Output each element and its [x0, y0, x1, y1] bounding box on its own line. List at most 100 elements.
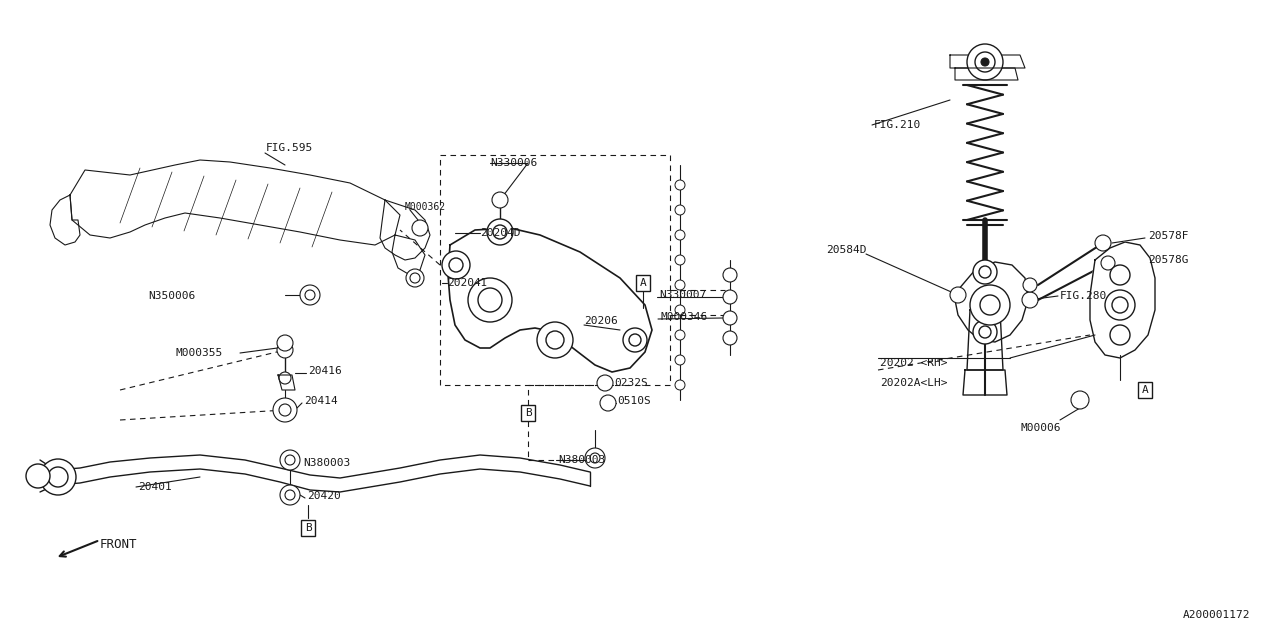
Polygon shape	[955, 262, 1028, 342]
Circle shape	[49, 467, 68, 487]
Text: 20204D: 20204D	[480, 228, 521, 238]
Circle shape	[975, 52, 995, 72]
Text: FRONT: FRONT	[100, 538, 137, 552]
Polygon shape	[963, 370, 1007, 395]
Circle shape	[547, 331, 564, 349]
Polygon shape	[955, 68, 1018, 80]
Polygon shape	[50, 195, 81, 245]
Circle shape	[675, 380, 685, 390]
Circle shape	[279, 404, 291, 416]
Text: FIG.595: FIG.595	[266, 143, 314, 153]
Circle shape	[1101, 256, 1115, 270]
Circle shape	[675, 330, 685, 340]
Text: 20206: 20206	[584, 316, 618, 326]
Text: N380003: N380003	[558, 455, 605, 465]
Circle shape	[675, 180, 685, 190]
Circle shape	[468, 278, 512, 322]
Circle shape	[723, 331, 737, 345]
Circle shape	[970, 285, 1010, 325]
Circle shape	[493, 225, 507, 239]
Circle shape	[1023, 278, 1037, 292]
Text: 20420: 20420	[307, 491, 340, 501]
Circle shape	[538, 322, 573, 358]
Circle shape	[1094, 235, 1111, 251]
Circle shape	[980, 295, 1000, 315]
Text: M000355: M000355	[175, 348, 223, 358]
Circle shape	[40, 459, 76, 495]
Polygon shape	[950, 55, 1025, 68]
Circle shape	[973, 320, 997, 344]
Circle shape	[675, 305, 685, 315]
Text: M000346: M000346	[660, 312, 708, 322]
Circle shape	[600, 395, 616, 411]
Polygon shape	[966, 310, 1004, 370]
Circle shape	[628, 334, 641, 346]
Text: FIG.280: FIG.280	[1060, 291, 1107, 301]
Text: 0232S: 0232S	[614, 378, 648, 388]
Polygon shape	[392, 235, 425, 275]
Circle shape	[276, 342, 293, 358]
Text: 20578G: 20578G	[1148, 255, 1189, 265]
Text: 20202 <RH>: 20202 <RH>	[881, 358, 947, 368]
Circle shape	[675, 355, 685, 365]
Circle shape	[442, 251, 470, 279]
Circle shape	[723, 311, 737, 325]
Circle shape	[723, 268, 737, 282]
Circle shape	[585, 448, 605, 468]
Circle shape	[280, 485, 300, 505]
Circle shape	[477, 288, 502, 312]
Circle shape	[449, 258, 463, 272]
Polygon shape	[70, 160, 401, 245]
Text: 0510S: 0510S	[617, 396, 650, 406]
Text: 20416: 20416	[308, 366, 342, 376]
Circle shape	[966, 44, 1004, 80]
Circle shape	[273, 398, 297, 422]
Circle shape	[1110, 325, 1130, 345]
Circle shape	[1021, 292, 1038, 308]
Text: 20584D: 20584D	[826, 245, 867, 255]
Circle shape	[1110, 265, 1130, 285]
Text: 20202A<LH>: 20202A<LH>	[881, 378, 947, 388]
Text: 20204I: 20204I	[447, 278, 488, 288]
Text: A: A	[640, 278, 646, 288]
Circle shape	[979, 326, 991, 338]
Text: M00006: M00006	[1020, 423, 1061, 433]
Polygon shape	[380, 200, 430, 260]
Bar	[440, 155, 669, 385]
Circle shape	[486, 219, 513, 245]
Text: A: A	[1142, 385, 1148, 395]
Polygon shape	[448, 228, 652, 372]
Polygon shape	[278, 375, 294, 390]
Circle shape	[26, 464, 50, 488]
Circle shape	[596, 375, 613, 391]
Circle shape	[412, 220, 428, 236]
Text: 20578F: 20578F	[1148, 231, 1189, 241]
Circle shape	[406, 269, 424, 287]
Circle shape	[276, 335, 293, 351]
Circle shape	[279, 372, 291, 384]
Circle shape	[675, 205, 685, 215]
Circle shape	[300, 285, 320, 305]
Text: 20401: 20401	[138, 482, 172, 492]
Circle shape	[305, 290, 315, 300]
Text: N330006: N330006	[490, 158, 538, 168]
Circle shape	[492, 192, 508, 208]
Circle shape	[723, 290, 737, 304]
Polygon shape	[1091, 242, 1155, 358]
Circle shape	[623, 328, 646, 352]
Circle shape	[1112, 297, 1128, 313]
Text: N350006: N350006	[148, 291, 196, 301]
Circle shape	[1105, 290, 1135, 320]
Circle shape	[285, 455, 294, 465]
Text: N380003: N380003	[303, 458, 351, 468]
Text: N330007: N330007	[659, 290, 707, 300]
Circle shape	[280, 450, 300, 470]
Circle shape	[950, 287, 966, 303]
Circle shape	[285, 490, 294, 500]
Circle shape	[973, 260, 997, 284]
Circle shape	[979, 266, 991, 278]
Text: A200001172: A200001172	[1183, 610, 1251, 620]
Text: B: B	[305, 523, 311, 533]
Text: FIG.210: FIG.210	[874, 120, 922, 130]
Circle shape	[980, 58, 989, 66]
